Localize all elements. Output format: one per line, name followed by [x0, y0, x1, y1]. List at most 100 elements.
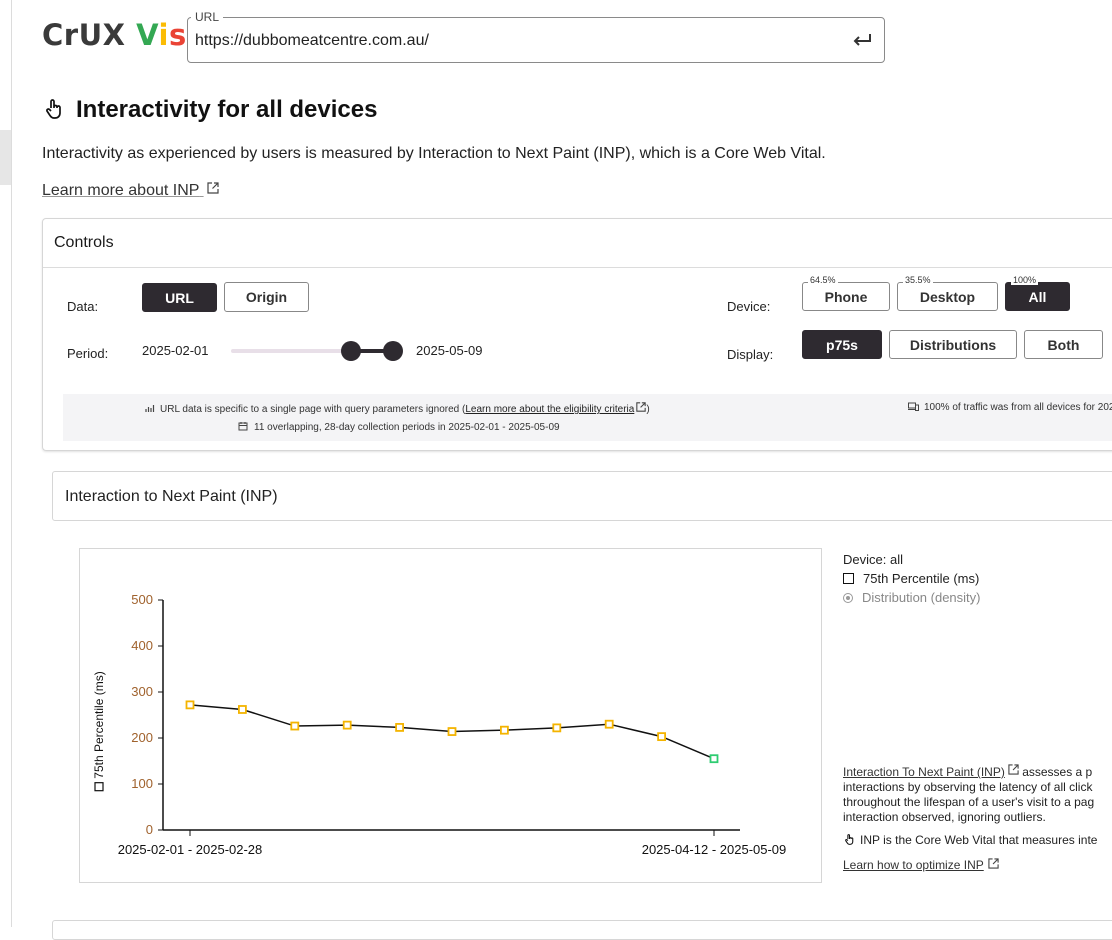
p75-data-point	[185, 700, 195, 710]
controls-panel: Controls Data: URL Origin Period: 2025-0…	[42, 218, 1112, 451]
optimize-inp-label[interactable]: Learn how to optimize INP	[843, 858, 984, 872]
logo-part: s	[168, 18, 187, 52]
data-url-button[interactable]: URL	[142, 283, 217, 312]
display-label: Display:	[727, 347, 774, 362]
url-data-note-suffix: )	[646, 404, 650, 415]
device-desktop-share: 35.5%	[903, 275, 933, 285]
x-tick-label: 2025-02-01 - 2025-02-28	[118, 842, 263, 857]
radio-dot-icon	[843, 592, 853, 603]
y-tick-label: 0	[146, 822, 153, 837]
square-icon	[843, 573, 854, 585]
device-all-button[interactable]: All	[1005, 282, 1070, 311]
learn-more-inp-link[interactable]: Learn more about INP	[42, 182, 219, 200]
y-axis-label: 75th Percentile (ms)	[92, 671, 106, 778]
period-end-handle[interactable]	[383, 341, 403, 361]
x-tick-label: 2025-04-12 - 2025-05-09	[642, 842, 787, 857]
period-start: 2025-02-01	[142, 343, 209, 358]
periods-note: 11 overlapping, 28-day collection period…	[238, 421, 560, 433]
periods-note-text: 11 overlapping, 28-day collection period…	[254, 422, 560, 433]
period-slider-track[interactable]	[231, 349, 391, 353]
controls-title: Controls	[54, 234, 114, 251]
left-edge-tab[interactable]	[0, 130, 11, 185]
p75-data-point	[709, 754, 719, 764]
traffic-note: 100% of traffic was from all devices for…	[908, 402, 1112, 413]
device-all-share: 100%	[1011, 275, 1039, 285]
url-data-note-prefix: URL data is specific to a single page wi…	[160, 404, 466, 415]
period-start-handle[interactable]	[341, 341, 361, 361]
p75-data-point	[499, 725, 509, 735]
logo-part: CrUX	[42, 18, 137, 52]
about-line-3: throughout the lifespan of a user's visi…	[843, 795, 1095, 809]
cwv-note-text: INP is the Core Web Vital that measures …	[860, 833, 1098, 847]
device-label: Device:	[727, 299, 771, 314]
eligibility-criteria-link[interactable]: Learn more about the eligibility criteri…	[465, 404, 635, 415]
legend-p75-label: 75th Percentile (ms)	[863, 571, 980, 586]
p75-data-point	[552, 723, 562, 733]
legend-distribution[interactable]: Distribution (density)	[843, 590, 981, 605]
external-link-icon	[988, 858, 999, 869]
p75-data-point	[395, 723, 405, 732]
inp-about-text: Interaction To Next Paint (INP) assesses…	[843, 764, 1112, 825]
page-description: Interactivity as experienced by users is…	[42, 145, 826, 162]
calendar-icon	[238, 422, 248, 431]
p75-data-point	[237, 705, 247, 714]
period-end: 2025-05-09	[416, 343, 483, 358]
y-tick-label: 100	[131, 776, 153, 791]
external-link-icon	[1008, 764, 1019, 775]
enter-icon[interactable]	[851, 30, 873, 50]
p75-data-point	[342, 720, 352, 730]
about-line-2: interactions by observing the latency of…	[843, 780, 1093, 794]
touch-icon	[845, 834, 854, 845]
display-p75s-button[interactable]: p75s	[802, 330, 882, 359]
y-axis-label-square-icon	[94, 782, 104, 792]
controls-info-bar: URL data is specific to a single page wi…	[63, 394, 1112, 441]
display-distributions-button[interactable]: Distributions	[889, 330, 1017, 359]
y-tick-label: 500	[131, 592, 153, 607]
period-slider-range	[351, 349, 393, 353]
y-tick-label: 300	[131, 684, 153, 699]
app-logo[interactable]: CrUX Vis	[42, 18, 187, 52]
controls-header[interactable]: Controls	[43, 219, 1112, 268]
url-input[interactable]	[187, 17, 885, 63]
logo-part: i	[158, 18, 169, 52]
external-link-icon	[206, 182, 219, 194]
devices-icon	[908, 402, 919, 411]
next-section-card[interactable]	[52, 920, 1112, 940]
logo-part: V	[136, 18, 159, 52]
y-tick-label: 400	[131, 638, 153, 653]
traffic-note-text: 100% of traffic was from all devices for…	[924, 402, 1112, 413]
about-line-1: assesses a p	[1018, 765, 1093, 779]
inp-chart: 0 100 200 300 400 500 75th Percentile (ms) 2025…	[92, 592, 787, 857]
device-phone-share: 64.5%	[808, 275, 838, 285]
device-phone-button[interactable]: Phone	[802, 282, 890, 311]
url-input-label: URL	[191, 10, 224, 24]
inp-section-header[interactable]: Interaction to Next Paint (INP)	[52, 471, 1112, 521]
data-origin-button[interactable]: Origin	[224, 282, 309, 312]
device-desktop-button[interactable]: Desktop	[897, 282, 998, 311]
page-title: Interactivity for all devices	[76, 96, 378, 123]
display-both-button[interactable]: Both	[1024, 330, 1103, 359]
url-input-value[interactable]: https://dubbomeatcentre.com.au/	[195, 32, 429, 49]
external-link-icon	[636, 402, 647, 412]
legend-p75[interactable]: 75th Percentile (ms)	[843, 571, 979, 586]
p75-data-point	[447, 727, 457, 736]
left-edge-panel	[0, 0, 12, 927]
optimize-inp-link[interactable]: Learn how to optimize INP	[843, 858, 999, 872]
touch-icon	[46, 99, 61, 119]
period-label: Period:	[67, 346, 109, 361]
about-line-4: interaction observed, ignoring outliers.	[843, 810, 1046, 824]
inp-definition-link[interactable]: Interaction To Next Paint (INP)	[843, 765, 1005, 779]
legend-distribution-label: Distribution (density)	[862, 590, 981, 605]
chart-icon	[145, 405, 155, 412]
p75-data-point	[657, 732, 666, 742]
url-data-note: URL data is specific to a single page wi…	[145, 402, 650, 415]
p75-data-point	[604, 719, 614, 729]
inp-section-title: Interaction to Next Paint (INP)	[65, 488, 278, 505]
p75-data-point	[290, 721, 300, 731]
inp-chart-container: 0 100 200 300 400 500 75th Percentile (ms) 2025…	[79, 548, 822, 883]
legend-device: Device: all	[843, 552, 903, 567]
cwv-note: INP is the Core Web Vital that measures …	[843, 833, 1097, 847]
learn-more-inp-label[interactable]: Learn more about INP	[42, 182, 200, 199]
data-label: Data:	[67, 299, 99, 314]
y-tick-label: 200	[131, 730, 153, 745]
